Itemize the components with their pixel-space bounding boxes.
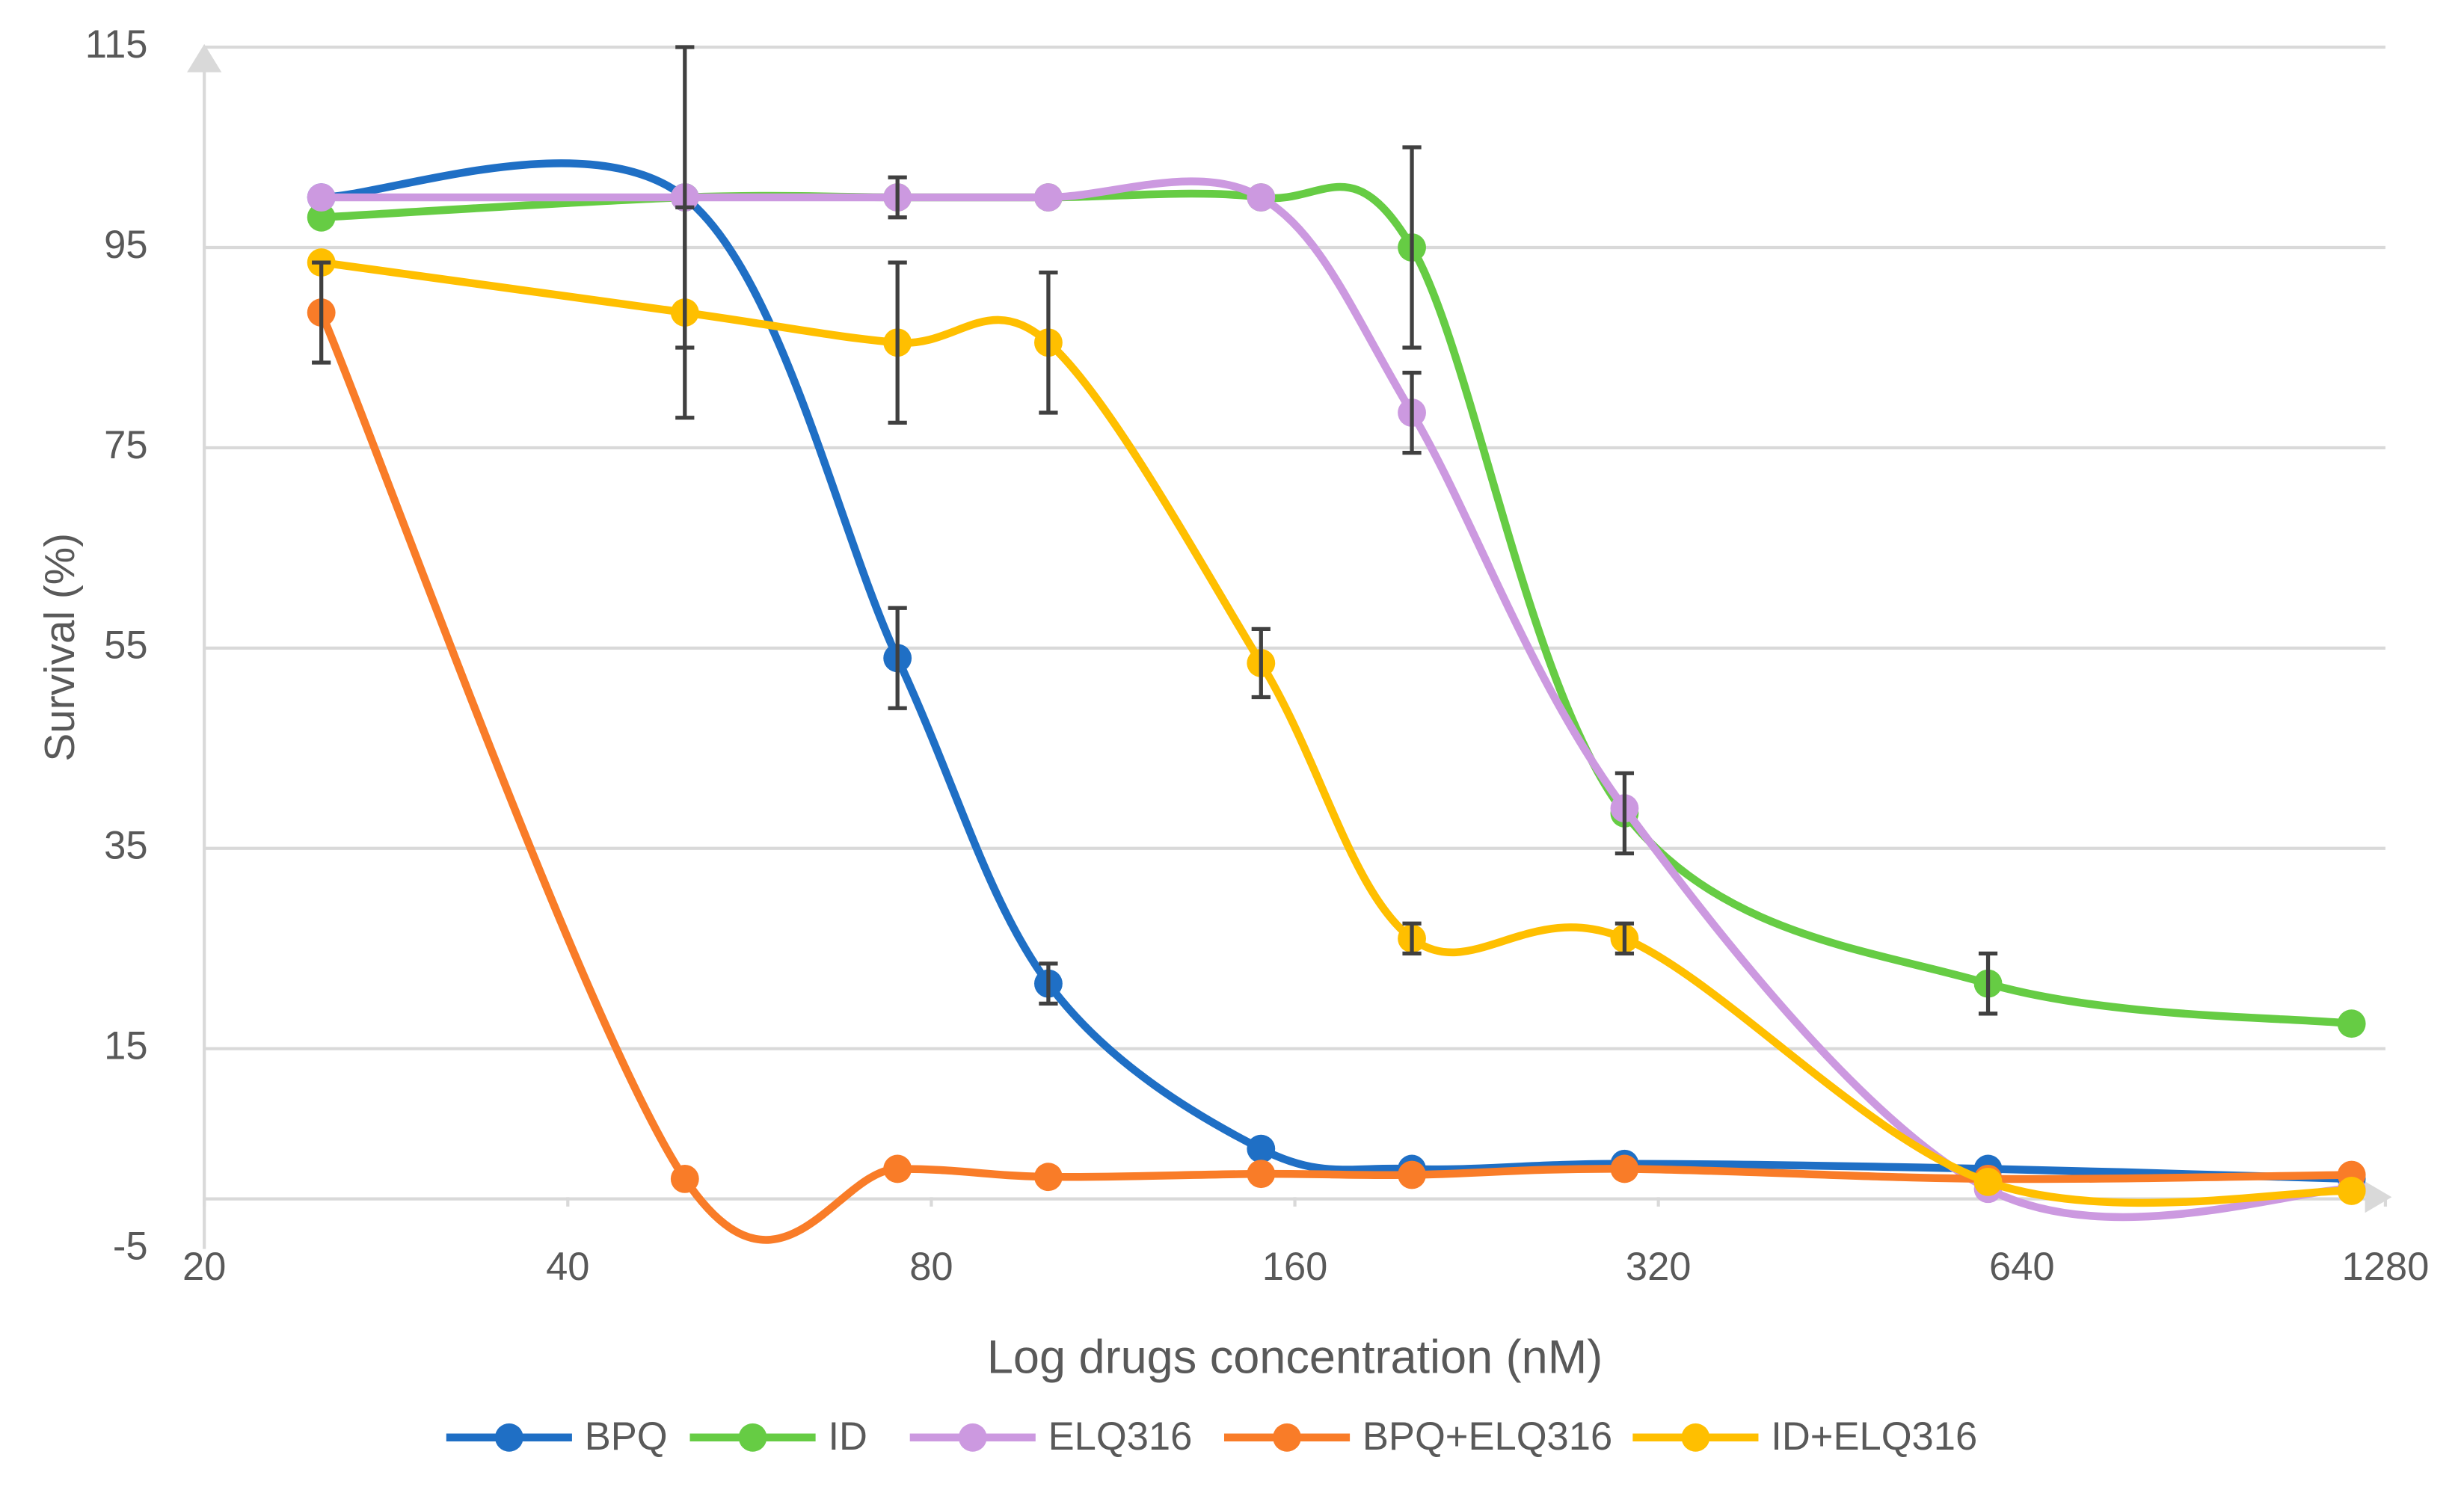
series-line <box>320 258 2352 1207</box>
error-bar <box>1402 921 1422 956</box>
series-line <box>321 182 2353 1028</box>
legend-label: BPQ <box>585 1414 668 1459</box>
error-bar <box>312 260 331 365</box>
legend-label: BPQ+ELQ316 <box>1362 1414 1612 1459</box>
series-line <box>317 311 2352 1244</box>
data-point <box>1973 1167 2003 1196</box>
error-bar <box>1039 961 1058 1006</box>
y-tick-label: 95 <box>104 223 147 267</box>
error-bar <box>675 205 695 420</box>
data-point <box>1398 1160 1426 1189</box>
y-tick-label: 75 <box>104 423 147 467</box>
data-point <box>1610 1154 1639 1183</box>
legend-marker <box>494 1423 523 1452</box>
error-bar <box>888 175 907 220</box>
data-point <box>1034 183 1063 212</box>
x-axis-title: Log drugs concentration (nM) <box>987 1331 1603 1383</box>
error-bar <box>1614 921 1635 956</box>
x-axis-arrow <box>2365 1181 2392 1213</box>
x-tick-label: 640 <box>1989 1245 2055 1289</box>
data-point <box>1247 1160 1276 1189</box>
error-bar <box>1039 270 1058 415</box>
data-point <box>307 183 336 212</box>
x-tick-label: 320 <box>1626 1245 1692 1289</box>
error-bar <box>1251 627 1271 700</box>
error-bars <box>312 45 1998 1016</box>
x-tick-label: 40 <box>546 1245 589 1289</box>
y-tick-label: 35 <box>104 824 147 868</box>
error-bar <box>1402 370 1422 455</box>
legend-label: ID <box>828 1414 867 1459</box>
legend-label: ELQ316 <box>1048 1414 1193 1459</box>
x-tick-label: 80 <box>909 1245 953 1289</box>
data-point <box>1247 1134 1276 1163</box>
data-point <box>1034 1163 1063 1192</box>
series-line <box>321 159 2352 1183</box>
y-axis-title: Survival (%) <box>37 533 84 762</box>
error-bar <box>1978 951 1998 1016</box>
y-tick-label: -5 <box>113 1225 148 1269</box>
data-point <box>883 1154 912 1183</box>
y-tick-label: 115 <box>85 22 148 67</box>
series-line <box>321 177 2352 1222</box>
error-bar <box>1402 145 1422 350</box>
y-tick-label: 55 <box>104 624 147 668</box>
legend-marker <box>1273 1423 1301 1452</box>
legend-marker <box>1681 1423 1710 1452</box>
legend-marker <box>958 1423 987 1452</box>
x-tick-label: 160 <box>1262 1245 1328 1289</box>
data-point <box>2337 1009 2366 1038</box>
y-tick-label: 15 <box>104 1024 147 1068</box>
data-point <box>2337 1177 2366 1205</box>
error-bar <box>888 260 907 425</box>
y-axis-arrow <box>187 43 222 73</box>
legend-marker <box>738 1423 767 1452</box>
data-point <box>1247 183 1276 212</box>
data-point <box>670 1164 699 1193</box>
x-tick-label: 1280 <box>2342 1245 2430 1289</box>
legend-label: ID+ELQ316 <box>1771 1414 1977 1459</box>
data-point <box>307 203 336 232</box>
error-bar <box>888 606 907 710</box>
x-tick-label: 20 <box>182 1245 226 1289</box>
error-bar <box>1614 771 1635 856</box>
